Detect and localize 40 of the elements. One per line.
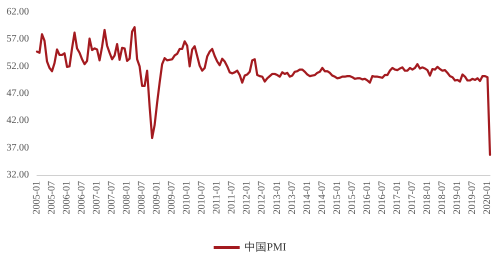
x-tick-label: 2016-01	[362, 181, 373, 214]
x-tick-label: 2010-01	[182, 181, 193, 214]
y-tick-label: 37.00	[6, 142, 29, 154]
y-tick-label: 52.00	[6, 60, 29, 72]
x-tick-label: 2008-01	[122, 181, 133, 214]
x-tick-label: 2008-07	[136, 181, 148, 214]
y-tick-label: 47.00	[6, 88, 29, 99]
y-tick-label: 57.00	[6, 34, 29, 45]
x-tick-label: 2018-01	[422, 181, 433, 214]
x-tick-label: 2005-07	[46, 181, 58, 214]
x-tick-label: 2010-07	[196, 181, 208, 214]
x-tick-label: 2014-07	[316, 181, 328, 214]
y-tick-label: 42.00	[6, 115, 29, 126]
x-tick-label: 2011-01	[212, 181, 223, 214]
x-tick-label: 2016-07	[376, 181, 388, 214]
x-tick-label: 2005-01	[32, 181, 42, 214]
x-tick-label: 2006-01	[62, 181, 73, 214]
x-tick-label: 2014-01	[302, 181, 313, 214]
x-tick-label: 2013-07	[286, 181, 298, 214]
y-tick-label: 62.00	[6, 6, 29, 18]
x-tick-label: 2006-07	[76, 181, 88, 214]
x-tick-label: 2013-01	[272, 181, 283, 214]
x-tick-label: 2018-07	[436, 181, 448, 214]
x-tick-label: 2009-07	[166, 181, 178, 214]
x-tick-label: 2007-07	[106, 181, 118, 214]
x-tick-label: 2019-01	[452, 181, 463, 214]
x-tick-label: 2007-01	[92, 181, 103, 214]
x-tick-label: 2012-01	[242, 181, 253, 214]
x-tick-label: 2015-01	[332, 181, 343, 214]
x-tick-label: 2012-07	[256, 181, 268, 214]
x-tick-label: 2015-07	[346, 181, 358, 214]
x-tick-label: 2017-07	[406, 181, 418, 214]
line-series	[36, 26, 492, 156]
legend-label: 中国PMI	[244, 240, 287, 254]
x-tick-label: 2017-01	[392, 181, 403, 214]
x-tick-label: 2019-07	[466, 181, 478, 214]
x-tick-label: 2020-01	[482, 181, 493, 214]
x-tick-label: 2011-07	[226, 181, 238, 214]
y-tick-label: 32.00	[6, 170, 29, 180]
x-tick-label: 2009-01	[152, 181, 163, 214]
